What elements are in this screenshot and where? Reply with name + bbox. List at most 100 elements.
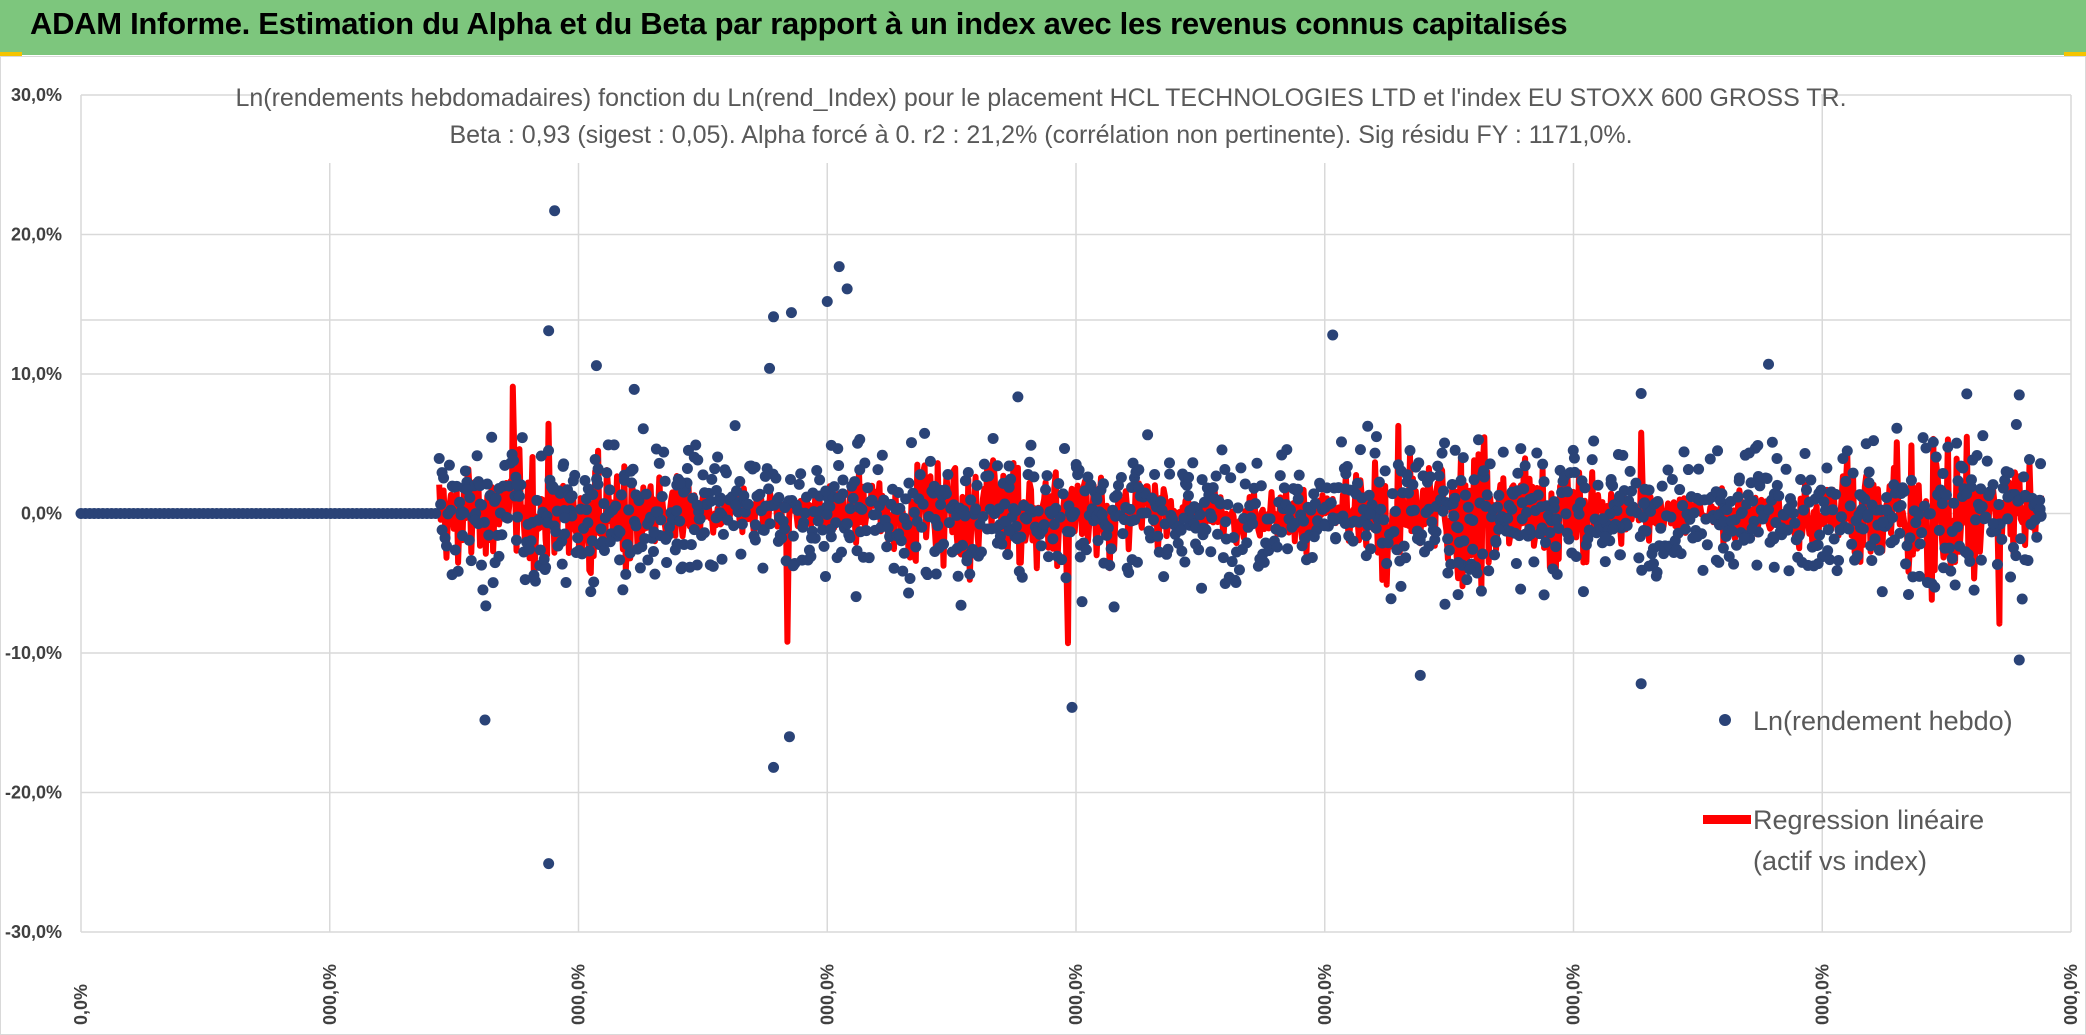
scatter-point	[525, 535, 537, 547]
scatter-point	[1484, 458, 1496, 470]
scatter-point	[1386, 488, 1398, 500]
scatter-point	[633, 494, 645, 506]
scatter-point	[1012, 391, 1024, 403]
scatter-point	[445, 504, 457, 516]
scatter-point	[1675, 548, 1687, 560]
scatter-point	[1060, 572, 1072, 584]
scatter-point	[1196, 474, 1208, 486]
scatter-point	[935, 499, 947, 511]
scatter-point	[1521, 506, 1533, 518]
scatter-point	[850, 591, 862, 603]
scatter-point	[898, 512, 910, 524]
scatter-point	[1025, 439, 1037, 451]
scatter-point	[1869, 533, 1881, 545]
scatter-point	[588, 576, 600, 588]
scatter-point	[1308, 488, 1320, 500]
scatter-point	[471, 450, 483, 462]
scatter-point	[1388, 526, 1400, 538]
y-tick-label: -10,0%	[5, 643, 62, 663]
scatter-point	[2016, 593, 2028, 605]
scatter-point	[1822, 545, 1834, 557]
scatter-point	[603, 507, 615, 519]
scatter-point	[763, 483, 775, 495]
scatter-point	[818, 540, 830, 552]
scatter-point	[1091, 494, 1103, 506]
scatter-point	[1042, 551, 1054, 563]
scatter-point-outlier	[543, 858, 555, 870]
scatter-point	[1666, 474, 1678, 486]
scatter-point	[1194, 509, 1206, 521]
scatter-point	[1179, 556, 1191, 568]
scatter-point	[1805, 474, 1817, 486]
scatter-point	[1510, 558, 1522, 570]
scatter-point	[449, 544, 461, 556]
scatter-point	[1207, 482, 1219, 494]
y-tick-label: 20,0%	[11, 225, 62, 245]
scatter-point	[962, 467, 974, 479]
scatter-point	[1656, 480, 1668, 492]
scatter-point	[1965, 474, 1977, 486]
scatter-point	[1274, 470, 1286, 482]
scatter-point	[1712, 445, 1724, 457]
scatter-point	[1035, 540, 1047, 552]
scatter-point	[828, 481, 840, 493]
chart-title-line2: Beta : 0,93 (sigest : 0,05). Alpha forcé…	[449, 121, 1632, 149]
scatter-point	[1538, 476, 1550, 488]
scatter-point	[1776, 522, 1788, 534]
scatter-point	[483, 529, 495, 541]
scatter-point	[1401, 469, 1413, 481]
chart-frame: 30,0% 20,0% 10,0% 0,0% -10,0% -20,0% -30,0% 0,…	[0, 56, 2086, 1035]
scatter-point	[1665, 511, 1677, 523]
scatter-point	[943, 517, 955, 529]
scatter-point	[620, 568, 632, 580]
scatter-point	[1235, 462, 1247, 474]
y-tick-label: 30,0%	[11, 85, 62, 105]
scatter-point	[799, 507, 811, 519]
scatter-point	[1977, 430, 1989, 442]
scatter-point	[459, 465, 471, 477]
scatter-point	[820, 485, 832, 497]
scatter-point	[1607, 523, 1619, 535]
scatter-point	[919, 427, 931, 439]
scatter-point	[1741, 498, 1753, 510]
scatter-point	[787, 560, 799, 572]
scatter-point	[1442, 533, 1454, 545]
scatter-point	[1080, 544, 1092, 556]
scatter-point	[1220, 516, 1232, 528]
scatter-point	[1961, 388, 1973, 400]
scatter-point	[1976, 500, 1988, 512]
scatter-point	[1824, 554, 1836, 566]
scatter-point	[844, 532, 856, 544]
scatter-point	[1726, 525, 1738, 537]
scatter-point	[1464, 563, 1476, 575]
scatter-point	[1452, 556, 1464, 568]
scatter-point	[1647, 558, 1659, 570]
scatter-point	[1991, 559, 2003, 571]
scatter-point	[705, 495, 717, 507]
scatter-point	[560, 577, 572, 589]
scatter-point	[770, 472, 782, 484]
scatter-point	[671, 505, 683, 517]
scatter-point	[1929, 581, 1941, 593]
scatter-chart: 30,0% 20,0% 10,0% 0,0% -10,0% -20,0% -30,0% 0,…	[1, 57, 2085, 1034]
scatter-point	[1369, 447, 1381, 459]
scatter-point	[1638, 498, 1650, 510]
scatter-point	[1459, 489, 1471, 501]
scatter-point	[713, 495, 725, 507]
scatter-point	[779, 523, 791, 535]
scatter-point	[1588, 435, 1600, 447]
scatter-point	[1621, 520, 1633, 532]
scatter-point	[1971, 449, 1983, 461]
scatter-point	[955, 599, 967, 611]
scatter-point	[1716, 488, 1728, 500]
scatter-point	[1115, 472, 1127, 484]
scatter-point	[534, 544, 546, 556]
scatter-point	[1512, 467, 1524, 479]
scatter-point	[1732, 491, 1744, 503]
scatter-point	[435, 498, 447, 510]
scatter-point	[618, 474, 630, 486]
legend-label-regression-sub: (actif vs index)	[1753, 846, 1927, 876]
scatter-point	[1835, 511, 1847, 523]
scatter-point	[795, 468, 807, 480]
scatter-point	[1340, 483, 1352, 495]
